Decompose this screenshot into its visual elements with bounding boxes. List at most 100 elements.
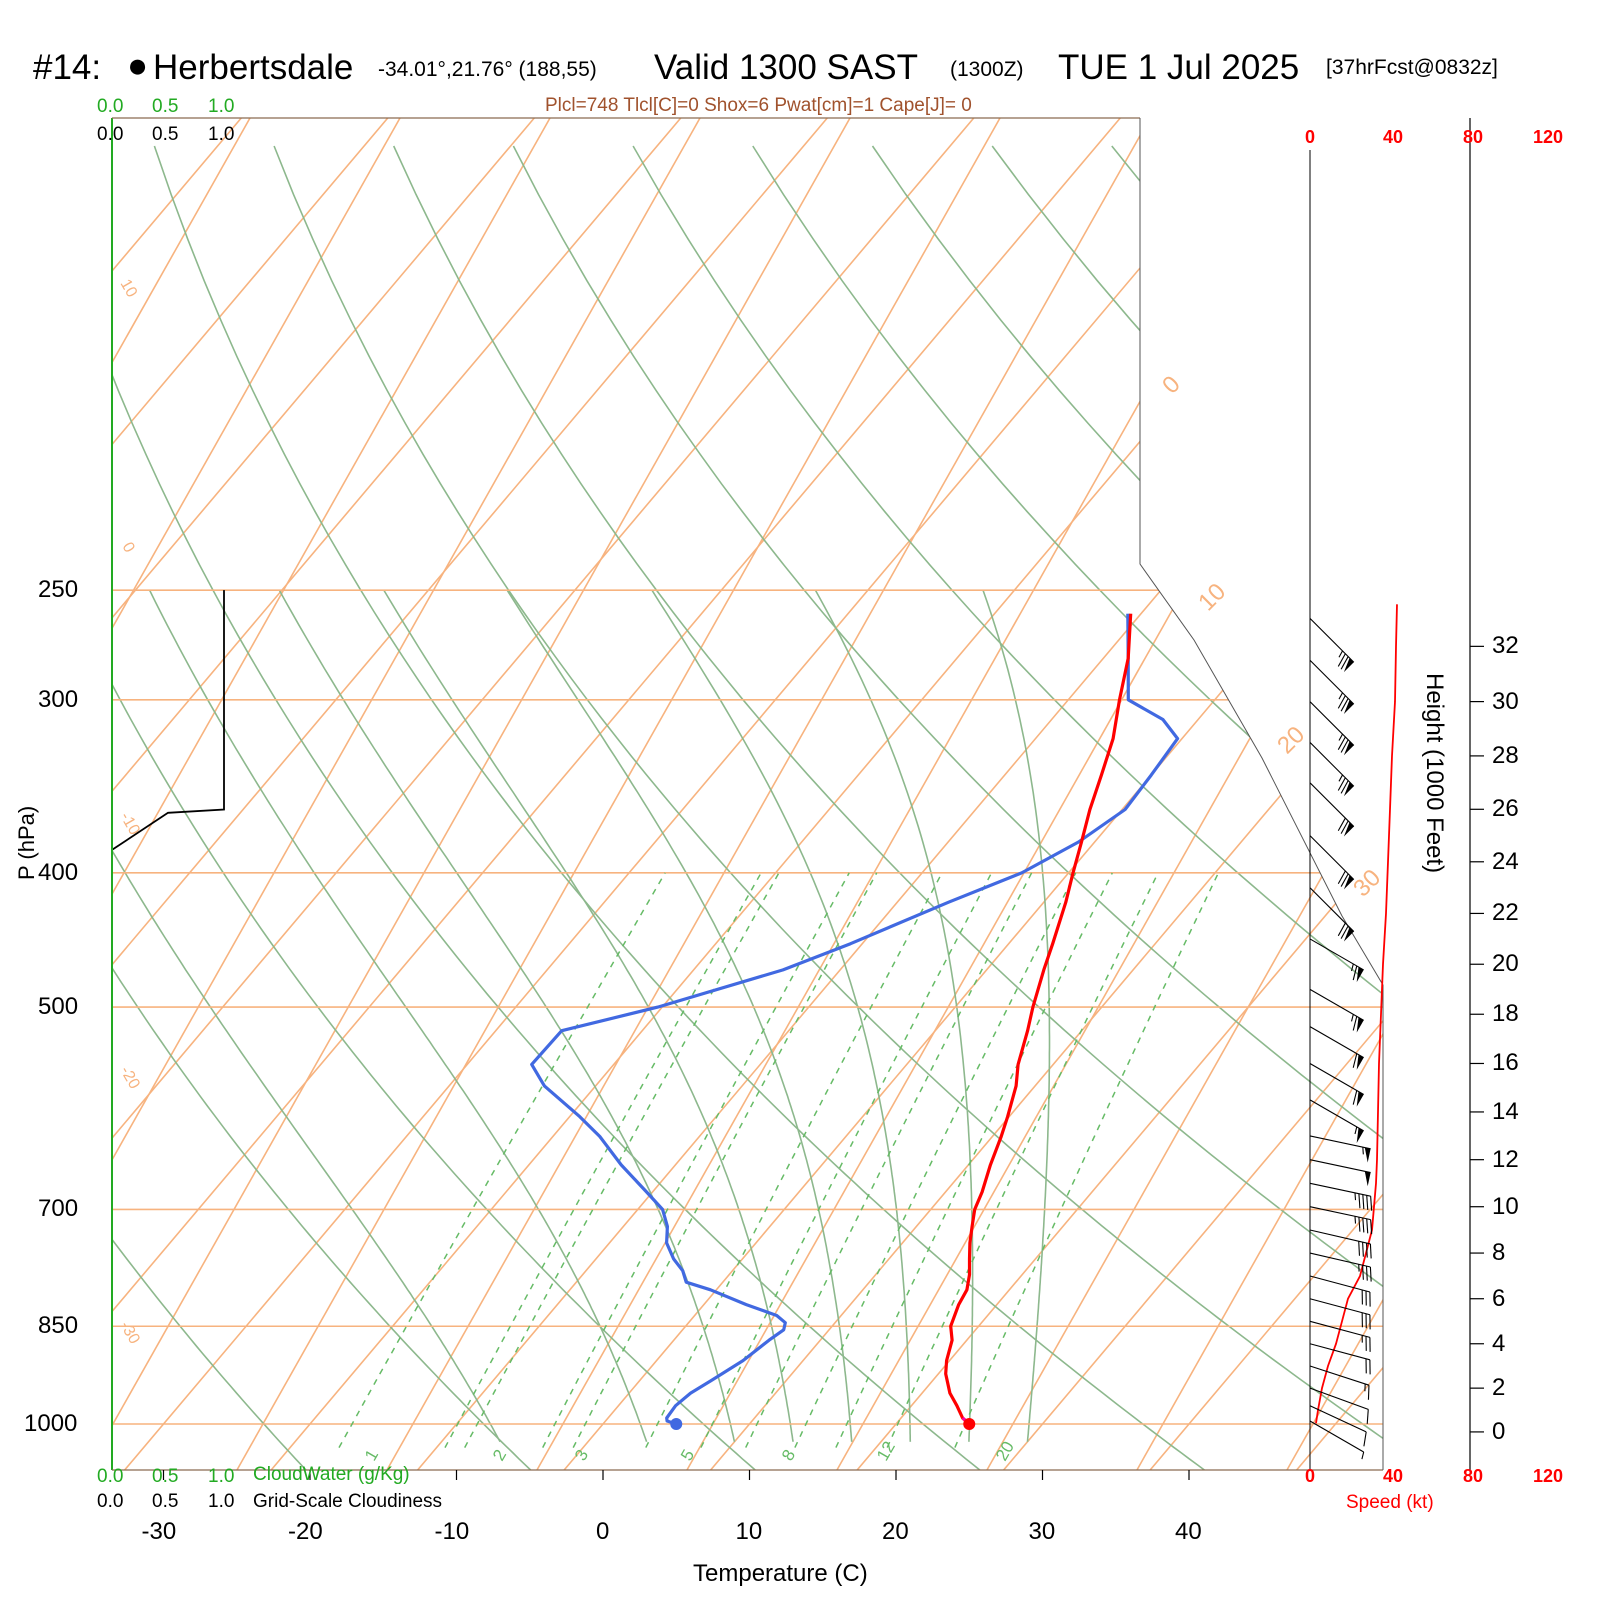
x-tick-40: 40 (1175, 1518, 1202, 1545)
isotherm-b-50 (1296, 564, 1383, 1470)
wind-barb-flag-25 (1343, 658, 1354, 673)
wind-barb-half-22 (1338, 774, 1344, 782)
isopleth-b-850 (112, 564, 851, 1470)
isopleth-b-100 (0, 118, 100, 1470)
wind-barb-staff-23 (1309, 701, 1355, 746)
wind-barb-feather-11 (1362, 1194, 1365, 1210)
wind-barb-feather-10 (1370, 1219, 1373, 1235)
dry-adiabat-a-460 (1351, 146, 1600, 1470)
moist-adiabat-a-10 (279, 590, 734, 1442)
wind-barb-23 (1309, 701, 1355, 756)
wind-barb-flag-15 (1356, 1091, 1364, 1107)
mixing-ratio-line-extra-1.8 (444, 872, 762, 1448)
height-tick-14: 14 (1492, 1097, 1519, 1125)
wind-barb-half-18 (1350, 963, 1354, 972)
mixing-ratio-label-20: 20 (992, 1438, 1018, 1464)
wind-barb-feather-9 (1358, 1241, 1361, 1256)
wind-barb-staff-1 (1309, 1405, 1367, 1433)
isopleth-b-700 (112, 564, 701, 1470)
moist-adiabat-b-4 (148, 589, 648, 1443)
dry-adiabat-b-295 (112, 564, 981, 1470)
isotherm-label--30: -30 (117, 1319, 143, 1348)
station-dot-icon: ● (127, 46, 149, 85)
isopleth-a-100 (0, 118, 100, 1470)
height-tick-10: 10 (1492, 1192, 1519, 1220)
isopleth-b-1600 (836, 564, 1383, 1470)
isotherm-a-60 (1443, 118, 1600, 1470)
mixing-ratio-line-extra-6.5 (700, 872, 993, 1448)
wind-barb-staff-16 (1309, 1026, 1364, 1059)
wind-barb-staff-9 (1309, 1229, 1371, 1245)
x-axis-label: Temperature (C) (693, 1560, 868, 1587)
wind-barb-feather-1 (1363, 1431, 1367, 1447)
dewpoint-line (530, 613, 1180, 1426)
isopleth-b-1300 (536, 564, 1301, 1470)
wind-barb-22 (1309, 742, 1355, 797)
isotherm-b-10 (710, 564, 1383, 1470)
x-tick--10: -10 (434, 1518, 470, 1545)
plot-frame (111, 117, 1384, 1480)
isotherm-label-upper-0: 0 (119, 540, 138, 556)
pressure-tick-400: 400 (38, 858, 79, 886)
dry-adiabat-b-325 (273, 564, 1383, 1470)
wind-barb-13 (1309, 1135, 1371, 1163)
wind-barb-flag-16 (1356, 1054, 1364, 1070)
wind-barb-4 (1309, 1343, 1371, 1375)
station-name: Herbertsdale (153, 48, 354, 87)
isotherm-b--60 (112, 564, 828, 1470)
wind-barb-half-0 (1361, 1451, 1365, 1460)
wind-barb-6 (1309, 1298, 1371, 1330)
isotherm-a-10 (711, 118, 1600, 1470)
wind-barb-9 (1309, 1229, 1372, 1259)
isotherm-b-60 (1443, 118, 1600, 1470)
height-tick-24: 24 (1492, 847, 1519, 875)
wind-barb-staff-5 (1309, 1320, 1371, 1338)
mixing-ratio-label-5: 5 (677, 1446, 698, 1464)
mixing-ratio-line-extra-15 (886, 872, 1159, 1448)
wind-barb-staff-2 (1309, 1387, 1369, 1410)
wind-barb-flag-13 (1364, 1147, 1371, 1163)
mixing-ratio-line-12 (835, 872, 1113, 1448)
isotherm-b--50 (112, 564, 975, 1470)
isotherm-b--20 (270, 564, 1383, 1470)
wind-barb-staff-22 (1309, 742, 1355, 787)
wind-barb-staff-25 (1309, 617, 1355, 663)
dry-adiabat-b-250 (112, 564, 307, 1470)
height-tick-22: 22 (1492, 899, 1519, 927)
dry-adiabat-a-370 (632, 145, 931, 564)
wind-barb-12 (1309, 1159, 1371, 1187)
wind-barb-5 (1309, 1320, 1371, 1352)
station-coords: -34.01°,21.76° (188,55) (378, 58, 597, 81)
wind-barb-staff-15 (1309, 1062, 1364, 1095)
wind-barb-11 (1309, 1182, 1373, 1211)
isopleth-b-1900 (1136, 564, 1383, 1470)
wind-barb-flag-22 (1343, 782, 1354, 797)
isotherm-b--110 (0, 118, 95, 1470)
speed-axis-label: Speed (kt) (1346, 1492, 1434, 1513)
mixing-ratio-line-8 (745, 872, 1033, 1448)
wind-barb-flag-21 (1343, 822, 1354, 837)
mixing-ratio-line-extra-10 (794, 872, 1077, 1448)
wind-barb-half-17 (1350, 1014, 1354, 1022)
pressure-tick-1000: 1000 (24, 1410, 78, 1437)
wind-barb-7 (1309, 1275, 1371, 1307)
isopleth-a-550 (297, 118, 551, 564)
wind-speed-line (1315, 604, 1398, 1424)
moist-adiabat-b--6 (112, 589, 501, 1443)
wind-barb-3 (1309, 1365, 1370, 1400)
wind-barb-half-24 (1338, 692, 1344, 700)
mixing-ratio-label-2: 2 (489, 1446, 510, 1464)
isopleth-a-2200 (1437, 118, 1600, 1470)
isotherm-a--60 (449, 118, 828, 564)
wind-barb-staff-8 (1309, 1252, 1371, 1268)
moist-adiabat-b-22 (651, 589, 912, 1442)
wind-barb-20 (1309, 835, 1355, 890)
isotherm-a--100 (112, 118, 242, 273)
mixing-ratio-line-2 (464, 872, 780, 1448)
moist-adiabat-a-30 (983, 590, 1050, 1442)
sounding-profiles (530, 613, 1180, 1430)
wind-barb-2 (1309, 1387, 1369, 1424)
wind-barb-staff-11 (1309, 1182, 1371, 1197)
dry-adiabat-b-280 (112, 564, 756, 1470)
dry-adiabat-b-355 (512, 564, 1383, 1470)
